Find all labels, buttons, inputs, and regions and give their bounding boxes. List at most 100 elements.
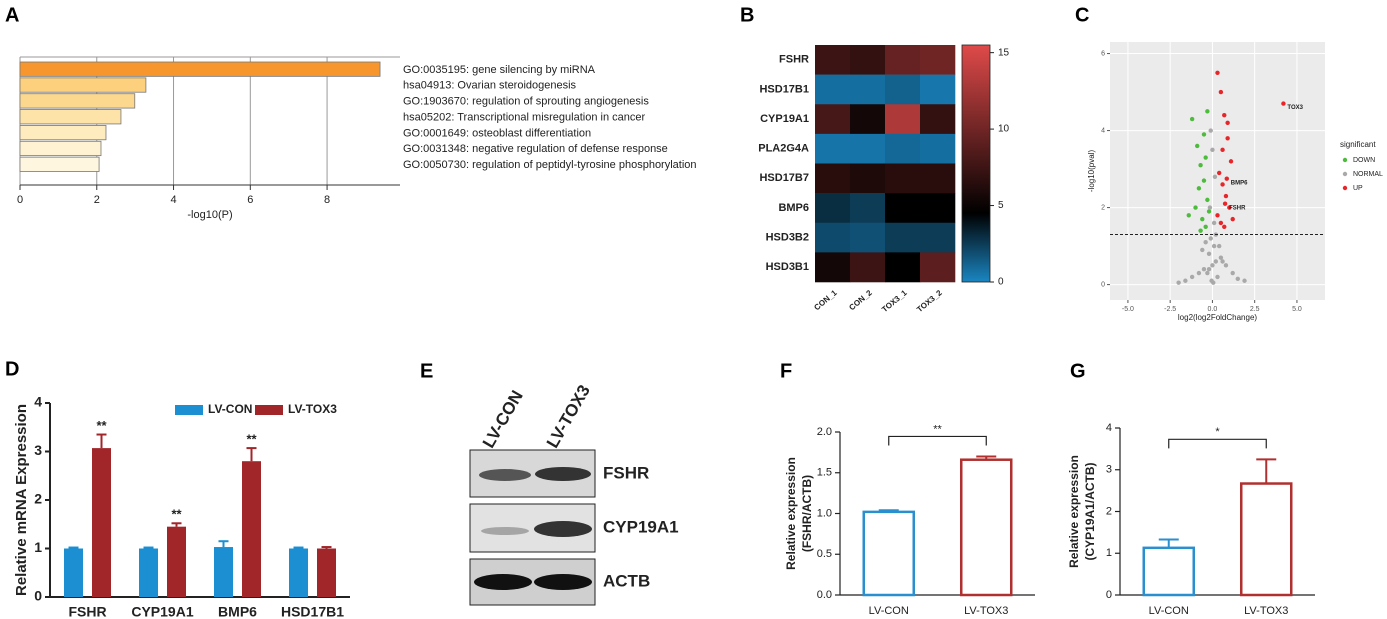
point [1203, 240, 1208, 245]
point [1189, 116, 1195, 122]
x-tick-label: -2.5 [1164, 306, 1176, 313]
significance-bracket [1168, 438, 1267, 449]
y-axis-label: (FSHR/ACTB) [800, 475, 814, 552]
column-label: CON_2 [847, 288, 874, 312]
row-label: HSD3B2 [766, 231, 809, 243]
point [1218, 255, 1224, 260]
blot-band [474, 574, 532, 590]
plot-background [1110, 42, 1325, 300]
colorbar-tick-label: 10 [998, 124, 1010, 135]
point [1220, 182, 1225, 187]
heatmap-cell [815, 133, 851, 164]
bar [92, 448, 111, 597]
point [1201, 132, 1207, 137]
x-tick-label: BMP6 [218, 604, 257, 619]
category-label: GO:0050730: regulation of peptidyl-tyros… [403, 159, 697, 171]
y-tick-label: 4 [1106, 422, 1112, 434]
heatmap-cell [920, 222, 956, 253]
y-axis-label: Relative expression [1067, 455, 1081, 568]
bar [1240, 482, 1293, 597]
bar [19, 125, 107, 141]
y-tick-label: 0.0 [817, 589, 832, 601]
bar [19, 140, 102, 157]
bar [19, 77, 147, 93]
point [1230, 270, 1235, 276]
point [1195, 143, 1200, 149]
legend-label: DOWN [1353, 157, 1375, 164]
row-label: HSD3B1 [766, 261, 809, 273]
point [1201, 178, 1207, 183]
y-axis-label: (CYP19A1/ACTB) [1083, 462, 1097, 560]
bar [64, 548, 83, 597]
bar [167, 526, 186, 597]
point [1206, 209, 1212, 214]
point [1220, 147, 1225, 153]
y-axis-label: Relative mRNA Expression [13, 404, 30, 596]
y-tick-label: 4 [1101, 127, 1105, 134]
category-label: hsa05202: Transcriptional misregulation … [403, 111, 645, 123]
point [1198, 228, 1203, 233]
legend-swatch [1342, 157, 1348, 163]
blot-band [534, 521, 592, 537]
category-label: GO:0031348: negative regulation of defen… [403, 143, 668, 155]
heatmap-cell [885, 252, 921, 283]
bar [960, 458, 1013, 597]
x-tick-label: 2 [94, 194, 100, 206]
lane-label: LV-TOX3 [543, 382, 594, 451]
western-blot: E LV-CON LV-TOX3 FSHR CYP19A1 ACTB [420, 360, 679, 606]
bar [139, 548, 158, 597]
heatmap-cell [920, 133, 956, 164]
bar [862, 510, 915, 597]
point [1203, 224, 1208, 230]
significance-bracket [888, 435, 987, 446]
point [1222, 112, 1227, 118]
point [1193, 205, 1198, 210]
row-label: HSD17B7 [759, 172, 809, 184]
legend-swatch [1342, 185, 1348, 191]
bar [19, 61, 381, 77]
colorbar-tick-label: 15 [998, 47, 1010, 58]
x-axis-label: -log10(P) [187, 209, 232, 221]
heatmap-cell [920, 74, 956, 105]
x-axis-label: log2(log2FoldChange) [1178, 313, 1258, 322]
column-label: CON_1 [812, 288, 839, 312]
point [1210, 263, 1215, 268]
column-label: TOX3_2 [915, 288, 944, 314]
point [1183, 278, 1188, 283]
point [1203, 155, 1208, 160]
point [1176, 280, 1181, 285]
blot-band [534, 574, 592, 590]
point [1213, 259, 1219, 264]
row-label: HSD17B1 [759, 83, 809, 95]
y-axis-label: -log10(pval) [1087, 150, 1096, 193]
point [1211, 220, 1217, 226]
significance-label: ** [96, 418, 107, 433]
panel-letter: F [780, 360, 792, 382]
heatmap-cell [885, 45, 921, 75]
heatmap-cell [815, 252, 851, 283]
point [1198, 163, 1203, 168]
colorbar-tick-label: 5 [998, 200, 1004, 211]
x-tick-label: CYP19A1 [131, 604, 193, 619]
category-label: GO:0001649: osteoblast differentiation [403, 127, 591, 139]
point [1223, 263, 1229, 268]
point [1228, 159, 1234, 164]
lane-label: LV-CON [479, 387, 527, 451]
legend-label: LV-CON [208, 402, 252, 416]
x-tick-label: 0.0 [1208, 306, 1218, 313]
y-tick-label: 0 [1106, 589, 1112, 601]
y-axis-label: Relative expression [784, 457, 798, 570]
blot-band [535, 467, 591, 481]
heatmap-cell [885, 133, 921, 164]
point [1227, 205, 1232, 210]
y-tick-label: 2 [1106, 505, 1112, 517]
heatmap-cell [850, 133, 886, 164]
significance-label: * [1215, 426, 1220, 438]
y-tick-label: 1.0 [817, 507, 832, 519]
point [1235, 276, 1240, 282]
y-tick-label: 0.5 [817, 548, 832, 560]
point [1215, 274, 1220, 280]
point [1211, 243, 1217, 249]
bar [317, 548, 336, 597]
point [1205, 270, 1210, 276]
